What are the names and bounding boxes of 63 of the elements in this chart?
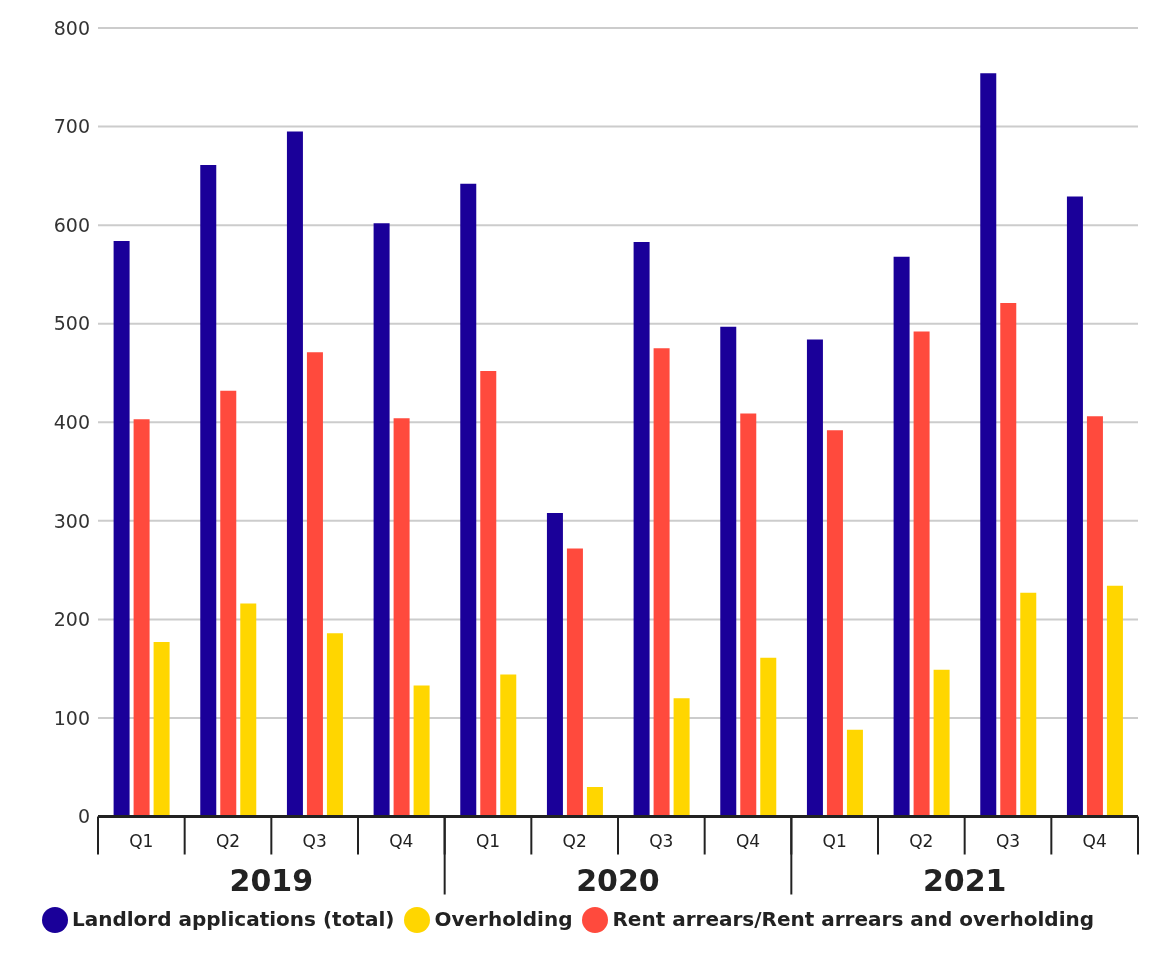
bar	[566, 548, 583, 817]
bar	[113, 240, 130, 817]
y-tick-label: 500	[53, 312, 90, 335]
bar	[1000, 302, 1017, 817]
x-tick-label: Q1	[129, 830, 154, 851]
x-tick-label: Q2	[562, 830, 587, 851]
bar	[653, 348, 670, 817]
bar	[220, 390, 237, 817]
bar	[1086, 416, 1103, 817]
bar	[413, 685, 430, 817]
x-tick-label: Q2	[909, 830, 934, 851]
bar	[933, 669, 950, 817]
bar	[1106, 585, 1123, 817]
x-tick-label: Q3	[302, 830, 327, 851]
text: 2020	[576, 862, 660, 898]
x-tick-label: Q4	[1082, 830, 1107, 851]
bar	[240, 603, 257, 817]
legend-label: Landlord applications (total)	[71, 906, 395, 931]
bar	[760, 657, 777, 817]
x-tick-label: Q3	[995, 830, 1021, 851]
bar	[326, 633, 343, 817]
x-tick-label: Q3	[649, 830, 674, 851]
bar	[1066, 196, 1083, 817]
bar	[980, 73, 997, 817]
text: 2021	[922, 862, 1007, 898]
bar	[500, 674, 517, 817]
x-tick-label: Q1	[475, 830, 501, 851]
y-tick-label: 300	[53, 509, 90, 532]
bar	[200, 165, 217, 817]
x-tick-label: Q1	[822, 830, 847, 851]
bar	[633, 241, 650, 817]
bar	[913, 331, 930, 817]
y-tick-label: 400	[53, 410, 90, 433]
bar	[720, 326, 737, 817]
bar	[1020, 592, 1037, 817]
bar	[740, 413, 757, 817]
bar	[546, 512, 563, 817]
bar	[373, 223, 390, 817]
y-tick-label: 800	[53, 16, 90, 39]
bar	[846, 729, 863, 817]
y-tick-label: 0	[77, 805, 90, 828]
bar	[893, 256, 910, 817]
y-tick-label: 100	[53, 706, 90, 729]
y-tick-label: 600	[53, 213, 90, 236]
bar	[286, 131, 303, 817]
text: 2019	[229, 862, 314, 898]
legend-label: Rent arrears/Rent arrears and overholding	[612, 906, 1095, 931]
bar	[806, 339, 823, 817]
bar	[460, 183, 477, 817]
y-tick-label: 200	[53, 608, 90, 631]
bar	[306, 352, 323, 817]
x-tick-label: Q4	[735, 830, 761, 851]
x-tick-label: Q2	[215, 830, 241, 851]
bar	[826, 430, 843, 817]
y-tick-label: 700	[53, 115, 90, 138]
legend-label: Overholding	[434, 906, 573, 931]
bar	[480, 371, 497, 817]
bar	[133, 419, 150, 817]
bar	[586, 786, 603, 817]
bar	[673, 698, 690, 817]
bar	[393, 418, 410, 817]
bar	[153, 642, 170, 817]
x-tick-label: Q4	[389, 830, 414, 851]
